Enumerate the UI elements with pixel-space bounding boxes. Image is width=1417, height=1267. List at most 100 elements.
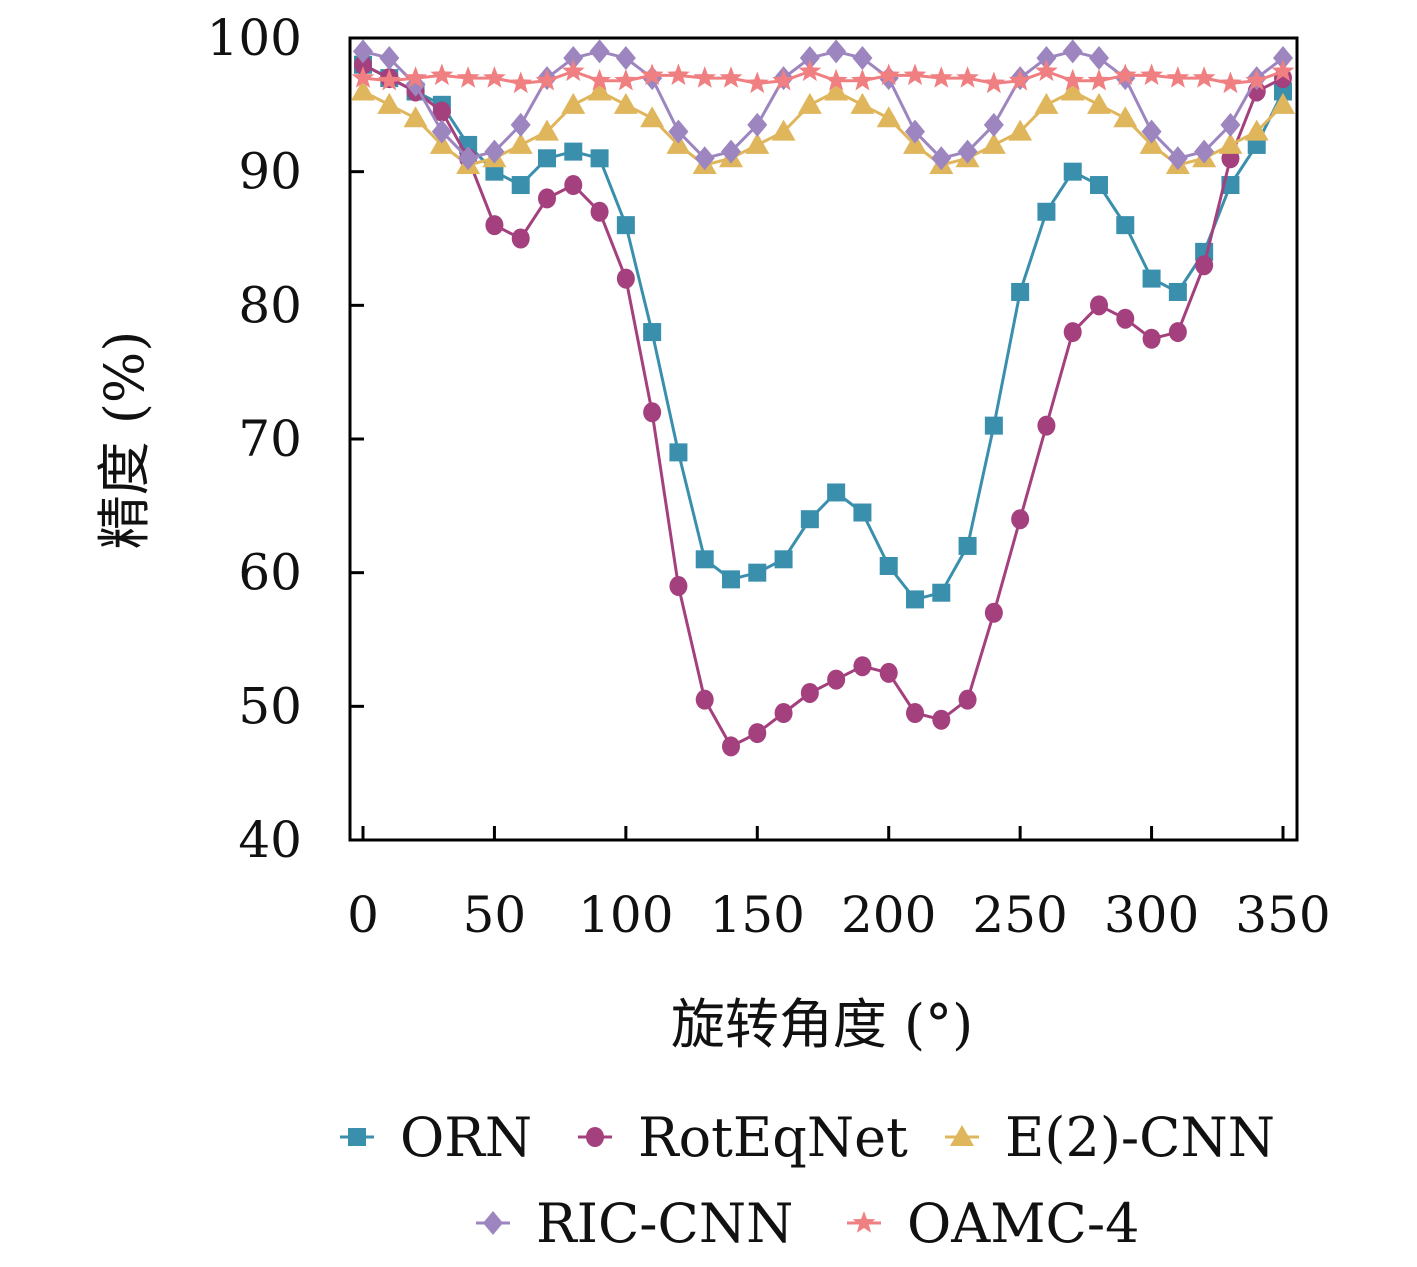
data-point-ric-cnn — [721, 139, 741, 164]
axis-layer: 0 50 100 150 200 250 300 350 40 50 60 70 80 90 100 — [207, 9, 1331, 944]
data-point-orn — [1090, 176, 1108, 195]
data-point-oamc-4 — [1087, 68, 1111, 91]
data-point-orn — [1063, 162, 1082, 181]
data-point-roteqnet — [984, 602, 1003, 623]
data-point-ric-cnn — [563, 46, 584, 71]
data-point-ric-cnn — [826, 39, 847, 64]
data-point-orn — [1116, 216, 1135, 235]
data-point-oamc-4 — [1113, 63, 1137, 86]
data-point-roteqnet — [1063, 322, 1082, 343]
data-point-orn — [879, 556, 898, 575]
data-point-roteqnet — [432, 101, 451, 122]
data-point-ric-cnn — [1036, 46, 1057, 71]
data-point-roteqnet — [538, 188, 556, 209]
data-point-oamc-4 — [377, 68, 401, 91]
data-point-orn — [538, 149, 556, 168]
data-point-roteqnet — [853, 656, 872, 677]
data-point-roteqnet — [1011, 509, 1030, 530]
data-point-roteqnet — [485, 215, 504, 236]
data-point-ric-cnn — [1273, 46, 1293, 71]
data-point-oamc-4 — [561, 59, 585, 82]
data-point-orn — [853, 503, 872, 522]
data-point-oamc-4 — [1035, 59, 1058, 82]
data-point-roteqnet — [1116, 308, 1135, 329]
data-point-oamc-4 — [640, 63, 664, 86]
data-point-oamc-4 — [1140, 63, 1163, 86]
legend-marker-e-2-cnn — [950, 1125, 974, 1146]
y-axis-label: 精度 (%) — [93, 331, 156, 550]
data-point-oamc-4 — [509, 71, 533, 94]
data-point-oamc-4 — [614, 68, 638, 91]
data-point-orn — [958, 536, 977, 555]
data-point-roteqnet — [354, 54, 372, 75]
data-point-oamc-4 — [693, 66, 717, 88]
y-tick-label: 100 — [207, 9, 302, 67]
data-point-ric-cnn — [1167, 146, 1188, 171]
data-point-oamc-4 — [877, 63, 901, 86]
legend-item-orn: ORN — [340, 1106, 532, 1169]
data-point-oamc-4 — [903, 63, 927, 86]
data-point-orn — [1168, 282, 1187, 301]
y-tick-label: 50 — [238, 677, 302, 735]
data-point-e-2-cnn — [1218, 132, 1243, 154]
data-point-orn — [722, 570, 740, 589]
data-point-ric-cnn — [747, 112, 768, 137]
data-point-e-2-cnn — [403, 106, 428, 128]
data-point-oamc-4 — [430, 63, 454, 86]
x-tick-label: 300 — [1104, 886, 1199, 944]
data-point-roteqnet — [695, 689, 714, 710]
data-point-roteqnet — [1195, 255, 1214, 276]
legend-label-roteqnet: RotEqNet — [638, 1106, 908, 1169]
x-tick-label: 0 — [347, 886, 379, 944]
data-point-ric-cnn — [799, 46, 820, 71]
data-point-ric-cnn — [615, 46, 636, 71]
x-tick-label: 250 — [972, 886, 1067, 944]
data-point-ric-cnn — [852, 46, 873, 71]
data-point-ric-cnn — [353, 39, 373, 64]
y-tick-label: 60 — [238, 544, 302, 602]
data-point-oamc-4 — [772, 68, 795, 91]
data-point-ric-cnn — [1089, 46, 1109, 71]
data-point-orn — [748, 563, 767, 582]
legend-marker-roteqnet — [586, 1127, 604, 1147]
data-point-e-2-cnn — [1087, 92, 1111, 114]
data-point-ric-cnn — [589, 39, 610, 64]
data-point-roteqnet — [564, 175, 583, 196]
data-point-ric-cnn — [931, 146, 952, 171]
x-tick-label: 350 — [1235, 886, 1330, 944]
data-point-roteqnet — [616, 268, 635, 289]
data-point-oamc-4 — [1061, 68, 1085, 91]
data-point-ric-cnn — [668, 119, 689, 144]
data-point-roteqnet — [669, 576, 688, 597]
data-point-e-2-cnn — [1060, 79, 1085, 101]
data-point-e-2-cnn — [876, 106, 901, 128]
data-point-roteqnet — [932, 709, 951, 730]
x-tick-label: 100 — [578, 886, 673, 944]
data-point-ric-cnn — [379, 46, 400, 71]
data-point-e-2-cnn — [1008, 119, 1033, 141]
data-point-ric-cnn — [510, 112, 531, 137]
data-point-orn — [774, 550, 793, 569]
data-point-ric-cnn — [983, 112, 1004, 137]
data-point-oamc-4 — [1192, 66, 1216, 88]
data-point-oamc-4 — [1271, 59, 1295, 82]
data-point-e-2-cnn — [508, 132, 533, 154]
x-tick-label: 200 — [841, 886, 936, 944]
data-point-roteqnet — [1090, 295, 1108, 316]
data-point-roteqnet — [1142, 328, 1161, 349]
data-point-e-2-cnn — [797, 92, 822, 114]
data-point-orn — [511, 176, 530, 195]
data-point-oamc-4 — [745, 71, 769, 94]
y-tick-label: 80 — [238, 276, 302, 334]
data-point-ric-cnn — [458, 146, 479, 171]
y-tick-label: 70 — [238, 410, 302, 468]
data-point-ric-cnn — [1220, 112, 1241, 137]
data-point-orn — [800, 510, 819, 529]
data-point-e-2-cnn — [640, 106, 665, 128]
data-point-oamc-4 — [929, 66, 953, 88]
legend-marker-orn — [348, 1128, 366, 1146]
legend: ORN RotEqNet E(2)-CNN RIC-CNN OAMC-4 — [340, 1106, 1275, 1255]
data-point-oamc-4 — [351, 66, 375, 88]
y-tick-label: 90 — [238, 143, 302, 201]
